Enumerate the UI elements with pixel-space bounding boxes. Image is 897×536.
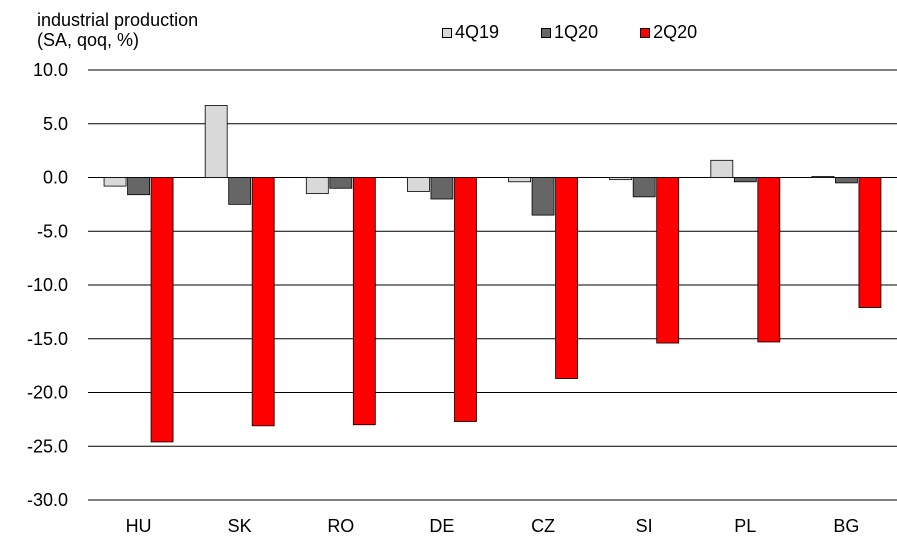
legend-item-1q20: 1Q20 [541, 22, 598, 43]
bar-1q20 [531, 177, 555, 216]
bar-2q20 [757, 177, 781, 343]
bar-1q20 [733, 177, 757, 183]
legend-swatch-4q19 [442, 27, 452, 38]
bar-4q19 [710, 159, 734, 178]
y-tick-label: -25.0 [27, 436, 68, 456]
y-tick-label: 5.0 [43, 114, 68, 134]
legend-item-2q20: 2Q20 [640, 22, 697, 43]
bar-2q20 [352, 177, 376, 426]
y-tick-label: -10.0 [27, 275, 68, 295]
bar-2q20 [555, 177, 578, 379]
bar-2q20 [150, 177, 174, 443]
y-tick-label: -20.0 [27, 383, 68, 403]
bar-4q19 [204, 105, 228, 178]
x-tick-label: SK [228, 516, 252, 536]
y-tick-label: -5.0 [37, 221, 68, 241]
bar-1q20 [632, 177, 656, 198]
y-axis-label-line-1: industrial production [37, 10, 199, 30]
bar-4q19 [305, 177, 329, 195]
bar-1q20 [329, 177, 353, 189]
bar-4q19 [609, 177, 633, 181]
bar-2q20 [858, 177, 882, 308]
legend-swatch-2q20 [640, 27, 651, 38]
bar-1q20 [835, 177, 858, 184]
y-axis-label-line-2: (SA, qoq, %) [37, 30, 140, 50]
bar-1q20 [228, 177, 252, 205]
x-tick-label: PL [734, 516, 756, 536]
legend-label-1q20: 1Q20 [554, 22, 599, 42]
x-tick-label: SI [636, 516, 653, 536]
x-tick-label: HU [126, 516, 152, 536]
bar-1q20 [430, 177, 454, 200]
y-tick-label: -30.0 [27, 490, 68, 510]
legend-label-4q19: 4Q19 [455, 22, 500, 42]
bar-2q20 [251, 177, 275, 427]
bar-2q20 [656, 177, 680, 344]
y-tick-label: 0.0 [43, 168, 68, 188]
legend: 4Q19 1Q20 2Q20 [442, 22, 739, 43]
x-tick-label: BG [833, 516, 859, 536]
y-tick-label: -15.0 [27, 329, 68, 349]
bar-1q20 [127, 177, 150, 196]
legend-item-4q19: 4Q19 [442, 22, 499, 43]
x-tick-label: CZ [531, 516, 555, 536]
x-tick-label: DE [429, 516, 454, 536]
bar-4q19 [407, 177, 430, 192]
bar-4q19 [103, 177, 127, 187]
chart-title: industrial production (SA, qoq, %) [37, 10, 198, 50]
legend-swatch-1q20 [541, 27, 552, 38]
legend-label-2q20: 2Q20 [653, 22, 698, 42]
bar-4q19 [508, 177, 531, 183]
bar-2q20 [454, 177, 477, 422]
x-tick-label: RO [327, 516, 354, 536]
bar-4q19 [811, 176, 835, 178]
y-tick-label: 10.0 [33, 60, 68, 80]
